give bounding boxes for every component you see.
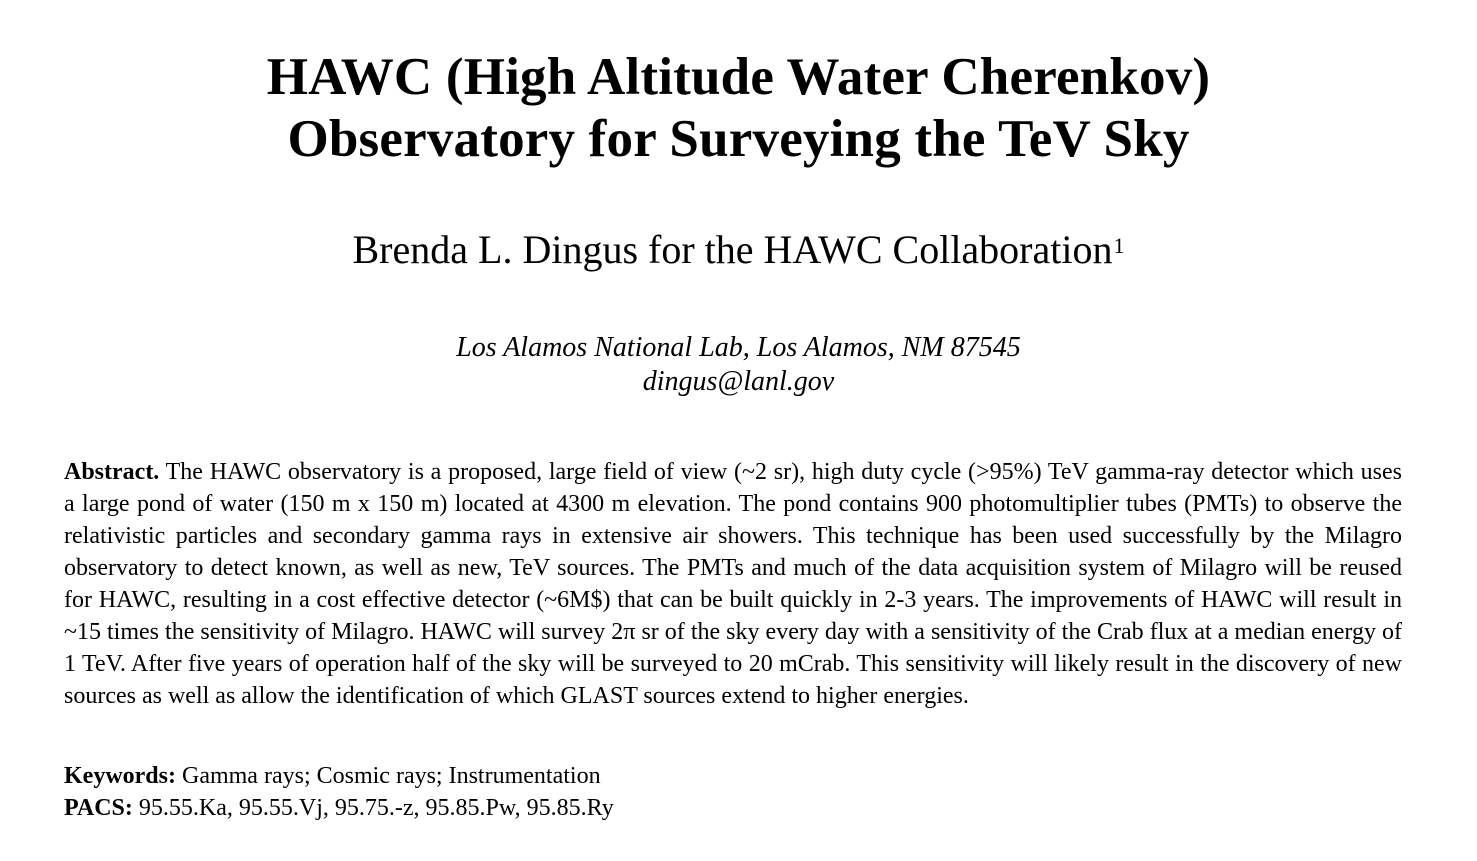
title-line-2: Observatory for Surveying the TeV Sky — [287, 110, 1190, 168]
author-line: Brenda L. Dingus for the HAWC Collaborat… — [0, 226, 1477, 274]
pacs-line: PACS: 95.55.Ka, 95.55.Vj, 95.75.-z, 95.8… — [64, 792, 1402, 824]
keywords-label: Keywords: — [64, 763, 176, 789]
keywords-line: Keywords: Gamma rays; Cosmic rays; Instr… — [64, 760, 1402, 792]
author-names: Brenda L. Dingus for the HAWC Collaborat… — [352, 227, 1113, 272]
abstract-label: Abstract. — [64, 459, 160, 485]
author-footnote-mark: 1 — [1113, 233, 1125, 258]
pacs-value: 95.55.Ka, 95.55.Vj, 95.75.-z, 95.85.Pw, … — [138, 795, 614, 821]
paper-title: HAWC (High Altitude Water Cherenkov) Obs… — [0, 46, 1477, 170]
pacs-label: PACS: — [64, 795, 133, 821]
abstract-paragraph: Abstract. The HAWC observatory is a prop… — [64, 456, 1402, 712]
abstract-body: The HAWC observatory is a proposed, larg… — [64, 459, 1402, 709]
keywords-value: Gamma rays; Cosmic rays; Instrumentation — [181, 763, 601, 789]
affiliation-institution: Los Alamos National Lab, Los Alamos, NM … — [456, 332, 1021, 363]
title-line-1: HAWC (High Altitude Water Cherenkov) — [266, 48, 1211, 106]
keywords-block: Keywords: Gamma rays; Cosmic rays; Instr… — [64, 760, 1402, 824]
affiliation-email: dingus@lanl.gov — [642, 366, 835, 397]
affiliation-block: Los Alamos National Lab, Los Alamos, NM … — [0, 331, 1477, 399]
